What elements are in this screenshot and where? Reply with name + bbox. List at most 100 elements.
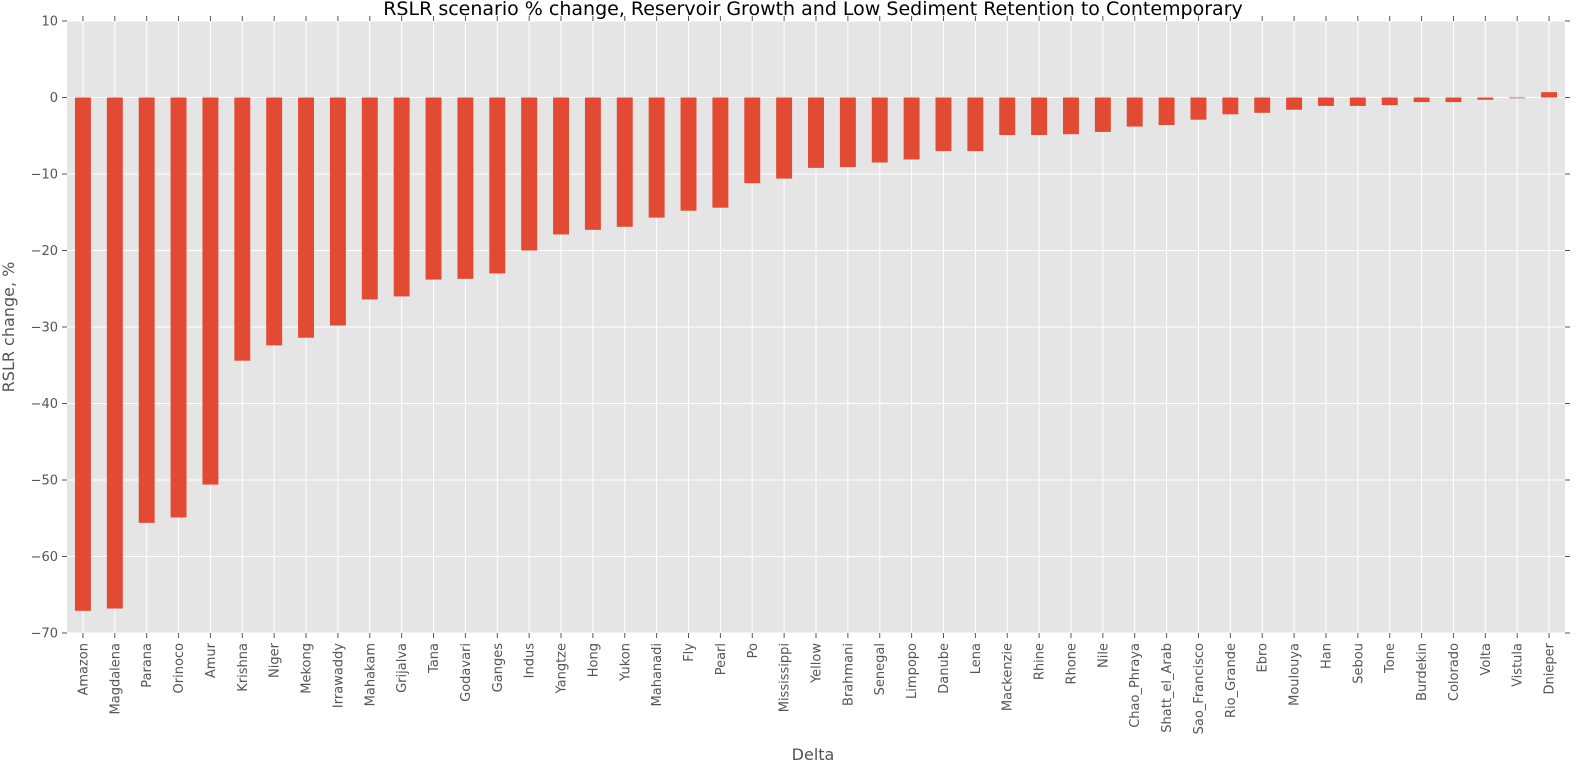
x-tick-label: Lena [969,643,984,674]
bar-shatt-el-arab [1158,97,1175,126]
bar-godavari [457,97,474,279]
x-tick-label: Ebro [1256,643,1271,673]
bar-burdekin [1413,97,1430,103]
bar-ganges [489,97,506,274]
x-tick-label: Fly [682,643,697,662]
bar-brahmani [839,97,856,168]
x-tick-label: Amur [204,642,219,678]
x-tick-label: Mekong [300,643,315,694]
x-tick-label: Indus [523,643,538,679]
y-tick-label: 0 [50,91,58,106]
y-tick-label: 10 [41,15,58,30]
x-tick-label: Chao_Phraya [1128,643,1143,728]
x-tick-label: Tone [1383,643,1398,674]
x-tick-label: Dnieper [1543,642,1558,694]
y-tick-label: −10 [31,168,58,183]
bar-mekong [298,97,315,338]
y-tick-label: −20 [31,244,58,259]
bar-nile [1094,97,1111,132]
x-tick-label: Moulouya [1288,643,1303,706]
x-tick-label: Rhone [1064,643,1079,684]
x-tick-label: Godavari [459,643,474,702]
x-tick-label: Hong [586,643,601,677]
bar-yangtze [553,97,569,235]
x-tick-label: Mississippi [778,643,793,712]
x-tick-label: Senegal [873,643,888,695]
bar-sebou [1349,97,1366,106]
bar-senegal [871,97,888,163]
x-tick-label: Vistula [1511,643,1526,687]
bar-magdalena [106,97,123,609]
bar-ebro [1254,97,1271,113]
bar-grijalva [393,97,410,297]
x-tick-label: Danube [937,643,952,694]
x-tick-label: Parana [140,643,155,688]
x-tick-label: Yellow [810,643,825,684]
x-tick-label: Colorado [1447,643,1462,701]
bar-niger [266,97,283,346]
bar-po [744,97,761,184]
x-tick-label: Mahanadi [650,643,665,706]
x-tick-label: Magdalena [108,643,123,714]
chart-title: RSLR scenario % change, Reservoir Growth… [383,0,1243,20]
bar-mahakam [361,97,378,300]
bar-rhine [1031,97,1048,135]
bar-mackenzie [999,97,1016,135]
x-tick-label: Burdekin [1415,643,1430,701]
bar-mississippi [776,97,793,179]
x-axis-label: Delta [792,745,835,764]
y-tick-label: −50 [31,474,58,489]
x-axis-ticks: Amazon Magdalena Parana Orinoco Amur Krishna N… [76,16,1558,734]
x-tick-label: Amazon [76,643,91,696]
bar-amazon [74,97,91,611]
x-tick-label: Mackenzie [1001,643,1016,711]
bar-chao-phraya [1126,97,1143,127]
x-tick-label: Brahmani [841,643,856,706]
y-axis-ticks: 10 0 −10 −20 −30 −40 −50 −60 −70 [31,15,1570,642]
bar-pearl [712,97,729,208]
bar-mahanadi [648,97,665,218]
x-tick-label: Pearl [714,643,729,675]
x-tick-label: Sebou [1351,643,1366,684]
bar-orinoco [170,97,187,518]
y-tick-label: −70 [31,627,58,642]
x-tick-label: Rhine [1033,643,1048,680]
bar-tone [1381,97,1398,106]
bar-limpopo [903,97,920,160]
bar-irrawaddy [329,97,346,326]
x-tick-label: Niger [268,642,283,678]
x-tick-label: Sao_Francisco [1192,643,1207,734]
x-tick-label: Shatt_el_Arab [1160,643,1175,733]
bar-tana [425,97,442,280]
bar-hong [584,97,601,230]
bar-amur [202,97,219,485]
y-tick-label: −60 [31,550,58,565]
bar-yukon [616,97,633,227]
x-tick-label: Mahakam [363,643,378,706]
bar-volta [1477,97,1494,100]
bar-vistula [1509,97,1526,99]
bar-parana [138,97,155,523]
bar-han [1317,97,1334,106]
bar-sao-francisco [1190,97,1207,120]
x-tick-label: Krishna [236,643,251,692]
bar-dnieper [1541,92,1558,98]
bar-yellow [808,97,824,168]
x-tick-label: Po [746,643,761,658]
bar-indus [521,97,538,251]
x-tick-label: Limpopo [905,643,920,699]
x-tick-label: Yangtze [555,643,570,695]
x-tick-label: Volta [1479,643,1494,676]
x-tick-label: Tana [427,643,442,674]
bar-fly [680,97,697,211]
x-tick-label: Nile [1096,643,1111,668]
bars [74,92,1558,611]
x-tick-label: Irrawaddy [331,643,346,708]
x-tick-label: Grijalva [395,643,410,693]
bar-rio-grande [1222,97,1239,115]
bar-danube [935,97,952,152]
bar-lena [967,97,984,152]
y-tick-label: −30 [31,321,58,336]
